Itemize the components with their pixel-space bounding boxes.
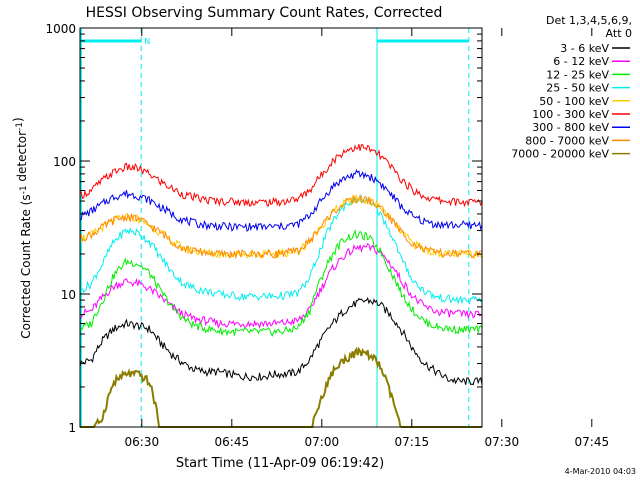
chart-title: HESSI Observing Summary Count Rates, Cor…: [86, 5, 443, 21]
series-line-12-25-kev: [79, 229, 483, 337]
x-axis: 06:30 06:45 07:00 07:15 07:30 07:45: [125, 28, 610, 449]
series-line-25-50-kev: [79, 194, 483, 305]
series-line-300-800-kev: [79, 169, 483, 232]
series-layer: [79, 144, 483, 428]
legend-label-8: 7000 - 20000 keV: [511, 148, 609, 161]
legend-label-3: 25 - 50 keV: [546, 82, 609, 95]
legend-label-1: 6 - 12 keV: [553, 55, 609, 68]
y-axis: 1 10 100 1000: [45, 22, 482, 435]
x-tick-label-2: 07:00: [305, 435, 340, 449]
x-tick-label-4: 07:30: [485, 435, 520, 449]
night-flag-label: N: [144, 37, 150, 46]
y-axis-label: Corrected Count Rate (s-1 detector-1): [11, 117, 33, 338]
y-tick-label-3: 1000: [45, 22, 76, 36]
x-tick-label-1: 06:45: [215, 435, 250, 449]
y-tick-label-2: 100: [53, 155, 76, 169]
legend-label-7: 800 - 7000 keV: [525, 134, 609, 147]
plot-frame: [79, 27, 483, 428]
series-line-50-100-kev: [79, 194, 483, 260]
series-line-800-7000-kev: [79, 193, 483, 260]
series-line-3-6-kev: [79, 297, 483, 386]
x-tick-label-0: 06:30: [125, 435, 160, 449]
series-line-6-12-kev: [79, 242, 483, 330]
footer-timestamp: 4-Mar-2010 04:03: [565, 467, 636, 476]
series-line-7000-20000-kev: [80, 346, 482, 428]
y-tick-label-0: 1: [68, 421, 76, 435]
annotation-layer: N: [80, 28, 470, 427]
legend-label-2: 12 - 25 keV: [546, 68, 609, 81]
x-axis-label: Start Time (11-Apr-09 06:19:42): [176, 456, 384, 471]
x-tick-label-3: 07:15: [395, 435, 430, 449]
x-tick-label-5: 07:45: [575, 435, 610, 449]
legend-label-4: 50 - 100 keV: [539, 95, 609, 108]
series-line-100-300-kev: [79, 144, 483, 208]
legend-label-0: 3 - 6 keV: [560, 42, 609, 55]
legend-label-5: 100 - 300 keV: [532, 108, 609, 121]
legend-header-line-1: Det 1,3,4,5,6,9,: [546, 14, 632, 27]
legend-header-line-2: Att 0: [606, 27, 632, 40]
legend-label-6: 300 - 800 keV: [532, 121, 609, 134]
y-tick-label-1: 10: [61, 288, 76, 302]
